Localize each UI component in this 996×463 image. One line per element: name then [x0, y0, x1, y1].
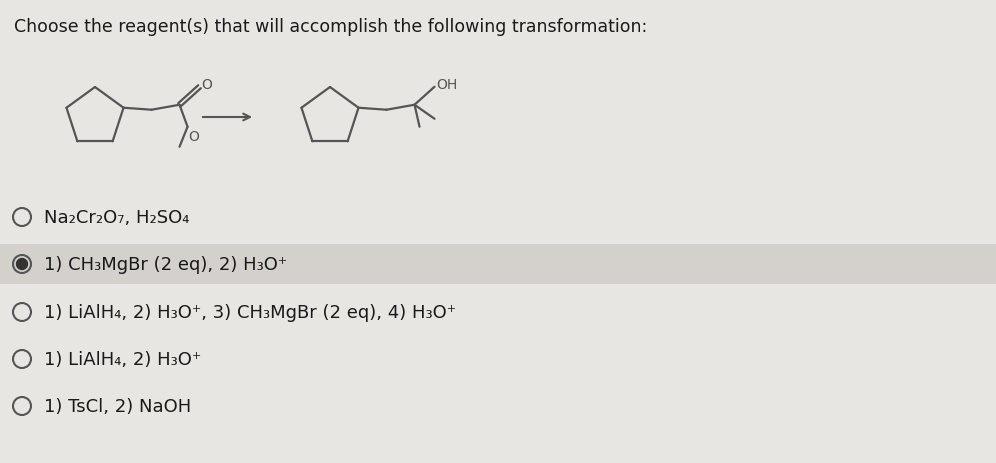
Circle shape: [17, 259, 28, 270]
Text: Choose the reagent(s) that will accomplish the following transformation:: Choose the reagent(s) that will accompli…: [14, 18, 647, 36]
Text: 1) TsCl, 2) NaOH: 1) TsCl, 2) NaOH: [44, 397, 191, 415]
FancyBboxPatch shape: [0, 244, 996, 284]
Text: 1) CH₃MgBr (2 eq), 2) H₃O⁺: 1) CH₃MgBr (2 eq), 2) H₃O⁺: [44, 256, 287, 274]
Text: O: O: [201, 78, 212, 92]
Text: 1) LiAlH₄, 2) H₃O⁺, 3) CH₃MgBr (2 eq), 4) H₃O⁺: 1) LiAlH₄, 2) H₃O⁺, 3) CH₃MgBr (2 eq), 4…: [44, 303, 456, 321]
Text: Na₂Cr₂O₇, H₂SO₄: Na₂Cr₂O₇, H₂SO₄: [44, 208, 189, 226]
Text: O: O: [188, 130, 199, 144]
Text: OH: OH: [436, 78, 458, 92]
Text: 1) LiAlH₄, 2) H₃O⁺: 1) LiAlH₄, 2) H₃O⁺: [44, 350, 201, 368]
